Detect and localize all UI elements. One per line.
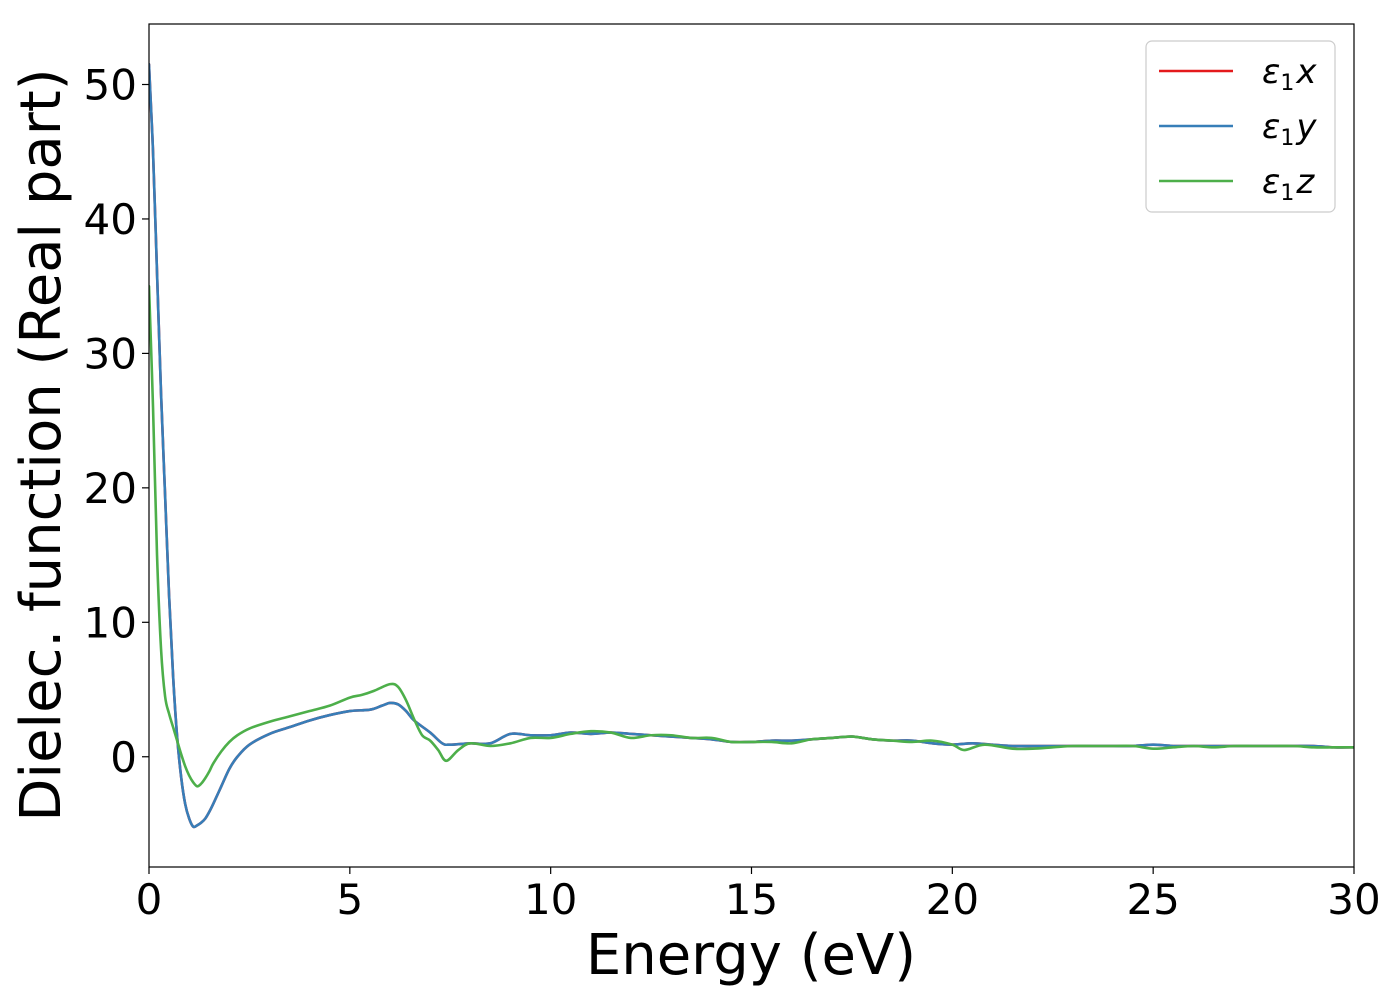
- legend: ε1x ε1y ε1z: [1145, 40, 1336, 213]
- y-tick-label: 0: [110, 733, 137, 782]
- x-tick-label: 25: [1126, 875, 1179, 924]
- x-tick-label: 0: [136, 875, 163, 924]
- x-tick-label: 15: [725, 875, 778, 924]
- y-tick-label: 50: [84, 61, 137, 110]
- y-tick-label: 20: [84, 464, 137, 513]
- x-tick-label: 30: [1327, 875, 1380, 924]
- y-axis-ticks: 0 10 20 30 40 50: [84, 61, 149, 782]
- series-line-3: [149, 284, 1354, 788]
- x-axis-ticks: 0 5 10 15 20 25 30: [136, 867, 1381, 924]
- legend-label: ε1z: [1262, 162, 1315, 206]
- y-tick-label: 10: [84, 598, 137, 647]
- legend-box: [1145, 40, 1336, 213]
- x-tick-label: 10: [524, 875, 577, 924]
- y-tick-label: 30: [84, 329, 137, 378]
- legend-items: ε1x ε1y ε1z: [1159, 52, 1317, 206]
- legend-label: ε1y: [1262, 107, 1317, 151]
- plot-lines: [149, 63, 1354, 829]
- x-axis-title: Energy (eV): [586, 923, 916, 988]
- legend-label: ε1x: [1262, 52, 1317, 96]
- x-tick-label: 5: [336, 875, 363, 924]
- x-tick-label: 20: [926, 875, 979, 924]
- y-tick-label: 40: [84, 195, 137, 244]
- y-axis-title: Dielec. function (Real part): [9, 68, 74, 821]
